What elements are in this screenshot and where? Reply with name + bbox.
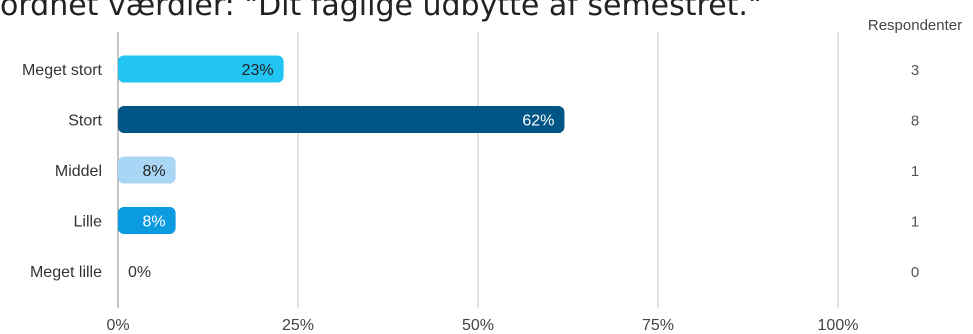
category-label: Stort [68, 113, 102, 130]
bar [118, 156, 176, 184]
x-tick-label: 25% [282, 317, 314, 334]
respondent-count: 3 [911, 62, 919, 79]
respondent-count: 1 [911, 163, 919, 180]
bar-value-label: 62% [522, 113, 554, 130]
x-tick-label: 0% [106, 317, 129, 334]
category-label: Meget stort [22, 62, 103, 79]
x-tick-label: 100% [818, 317, 859, 334]
respondent-count: 0 [911, 264, 919, 281]
bar-value-label: 0% [128, 264, 151, 281]
x-tick-label: 50% [462, 317, 494, 334]
bar-value-label: 8% [142, 163, 165, 180]
bar-value-label: 23% [242, 62, 274, 79]
bar [118, 55, 284, 83]
bar [118, 106, 565, 133]
category-label: Meget lille [30, 264, 102, 281]
bar [118, 207, 176, 234]
respondent-count: 1 [911, 214, 919, 231]
x-tick-label: 75% [642, 317, 674, 334]
respondents-header: Respondenter [868, 17, 962, 34]
category-label: Middel [55, 163, 102, 180]
chart-title: ordnet værdier: "Dit faglige udbytte af … [0, 0, 762, 23]
bar-value-label: 8% [142, 214, 165, 231]
respondent-count: 8 [911, 113, 919, 130]
category-label: Lille [74, 214, 103, 231]
